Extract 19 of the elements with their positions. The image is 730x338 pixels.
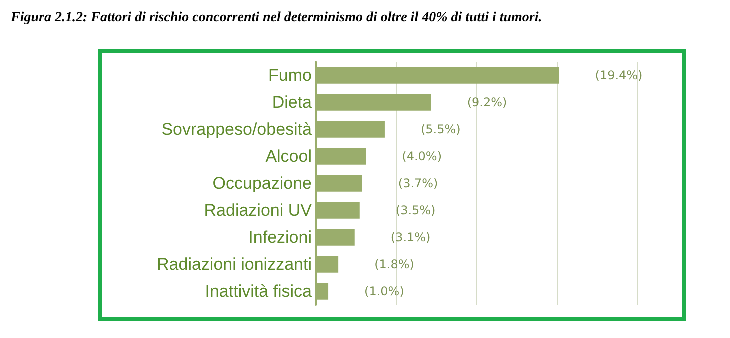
y-tick-label: Dieta (272, 93, 313, 112)
y-tick-label: Infezioni (248, 228, 312, 247)
y-tick-label: Fumo (268, 66, 312, 85)
y-tick-label: Radiazioni UV (204, 201, 313, 220)
data-label: (1.0%) (364, 284, 404, 298)
data-label: (5.5%) (420, 122, 461, 136)
data-label: (3.1%) (390, 230, 431, 244)
y-tick-label: Sovrappeso/obesità (162, 120, 313, 139)
data-label: (9.2%) (467, 96, 508, 110)
data-label: (19.4%) (595, 68, 643, 82)
y-tick-label: Occupazione (212, 174, 312, 193)
data-label: (1.8%) (374, 258, 414, 272)
data-label: (4.0%) (402, 150, 442, 164)
chart-title: Figura 2.1.2: Fattori di rischio concorrenti nel determinismo di oltre il 40% di tutti i tumori. (10, 10, 542, 26)
data-label: (3.7%) (398, 176, 438, 190)
data-label: (3.5%) (396, 204, 436, 218)
y-tick-label: Inattività fisica (205, 282, 313, 301)
y-tick-label: Alcool (266, 147, 312, 166)
y-tick-label: Radiazioni ionizzanti (157, 255, 312, 274)
